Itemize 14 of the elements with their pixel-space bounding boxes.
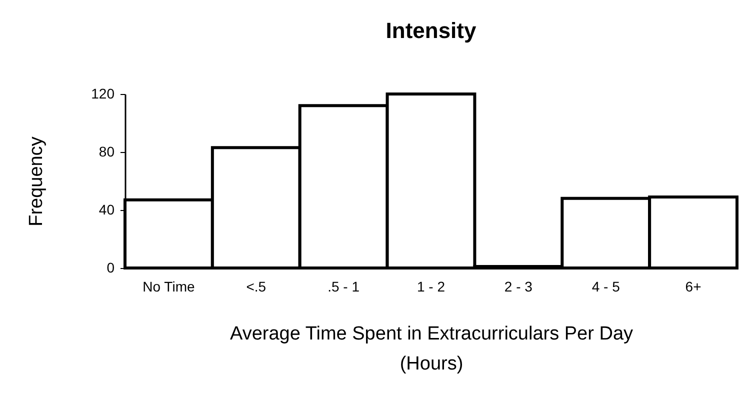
x-tick-label: 4 - 5 (592, 278, 620, 294)
x-tick-label: <.5 (246, 278, 266, 294)
x-tick-label: .5 - 1 (328, 278, 360, 294)
x-tick-label: 2 - 3 (504, 278, 533, 294)
y-tick-label: 80 (98, 144, 115, 160)
x-tick-label: 1 - 2 (416, 278, 446, 294)
x-tick-label: No Time (142, 278, 195, 294)
chart-title: Intensity (386, 18, 477, 43)
y-tick-label: 120 (91, 86, 115, 102)
x-axis-title: Average Time Spent in Extracurriculars Per Day (Hours) (230, 324, 634, 374)
y-tick-label: 0 (106, 260, 115, 276)
x-tick-label: 6+ (685, 278, 702, 294)
y-axis-title: Frequency (26, 136, 48, 226)
y-tick-label: 40 (98, 202, 115, 218)
